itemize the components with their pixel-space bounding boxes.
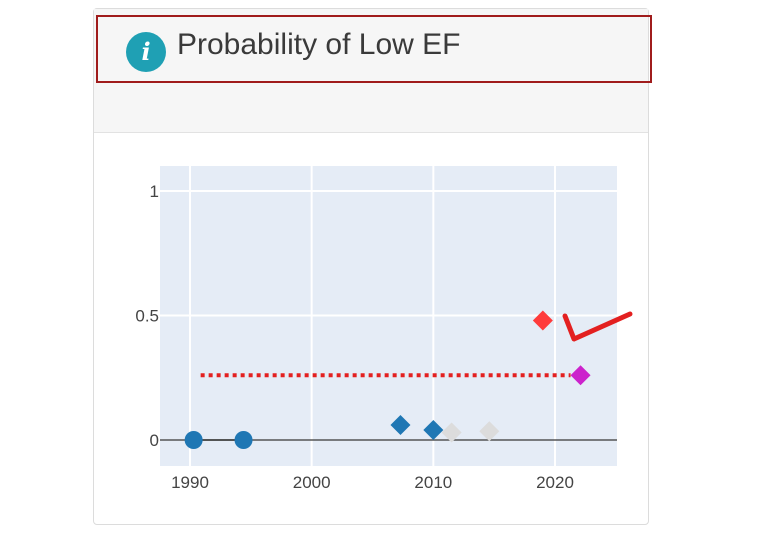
- y-tick-label: 1: [150, 182, 159, 201]
- data-point-diamond: [390, 415, 411, 436]
- x-tick-label: 2000: [293, 473, 331, 492]
- panel-title: Probability of Low EF: [177, 28, 461, 61]
- data-point-diamond: [423, 420, 444, 441]
- y-tick-label: 0.5: [135, 307, 159, 326]
- card-header: [94, 9, 648, 133]
- y-tick-label: 0: [150, 431, 159, 450]
- data-point-diamond: [532, 310, 553, 331]
- x-tick-label: 2010: [414, 473, 452, 492]
- x-tick-label: 2020: [536, 473, 574, 492]
- data-point-circle: [184, 431, 203, 449]
- x-tick-label: 1990: [171, 473, 209, 492]
- info-icon[interactable]: i: [126, 32, 166, 72]
- data-point-circle: [234, 431, 253, 449]
- data-point-diamond: [479, 421, 500, 442]
- data-point-diamond: [441, 422, 462, 443]
- data-point-diamond: [570, 365, 591, 386]
- title-highlight-box: [96, 15, 652, 83]
- check-mark-annotation: [562, 311, 633, 342]
